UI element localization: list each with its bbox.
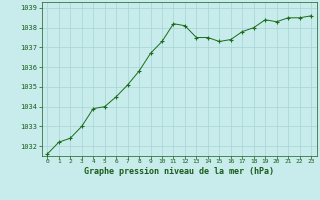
X-axis label: Graphe pression niveau de la mer (hPa): Graphe pression niveau de la mer (hPa) — [84, 167, 274, 176]
